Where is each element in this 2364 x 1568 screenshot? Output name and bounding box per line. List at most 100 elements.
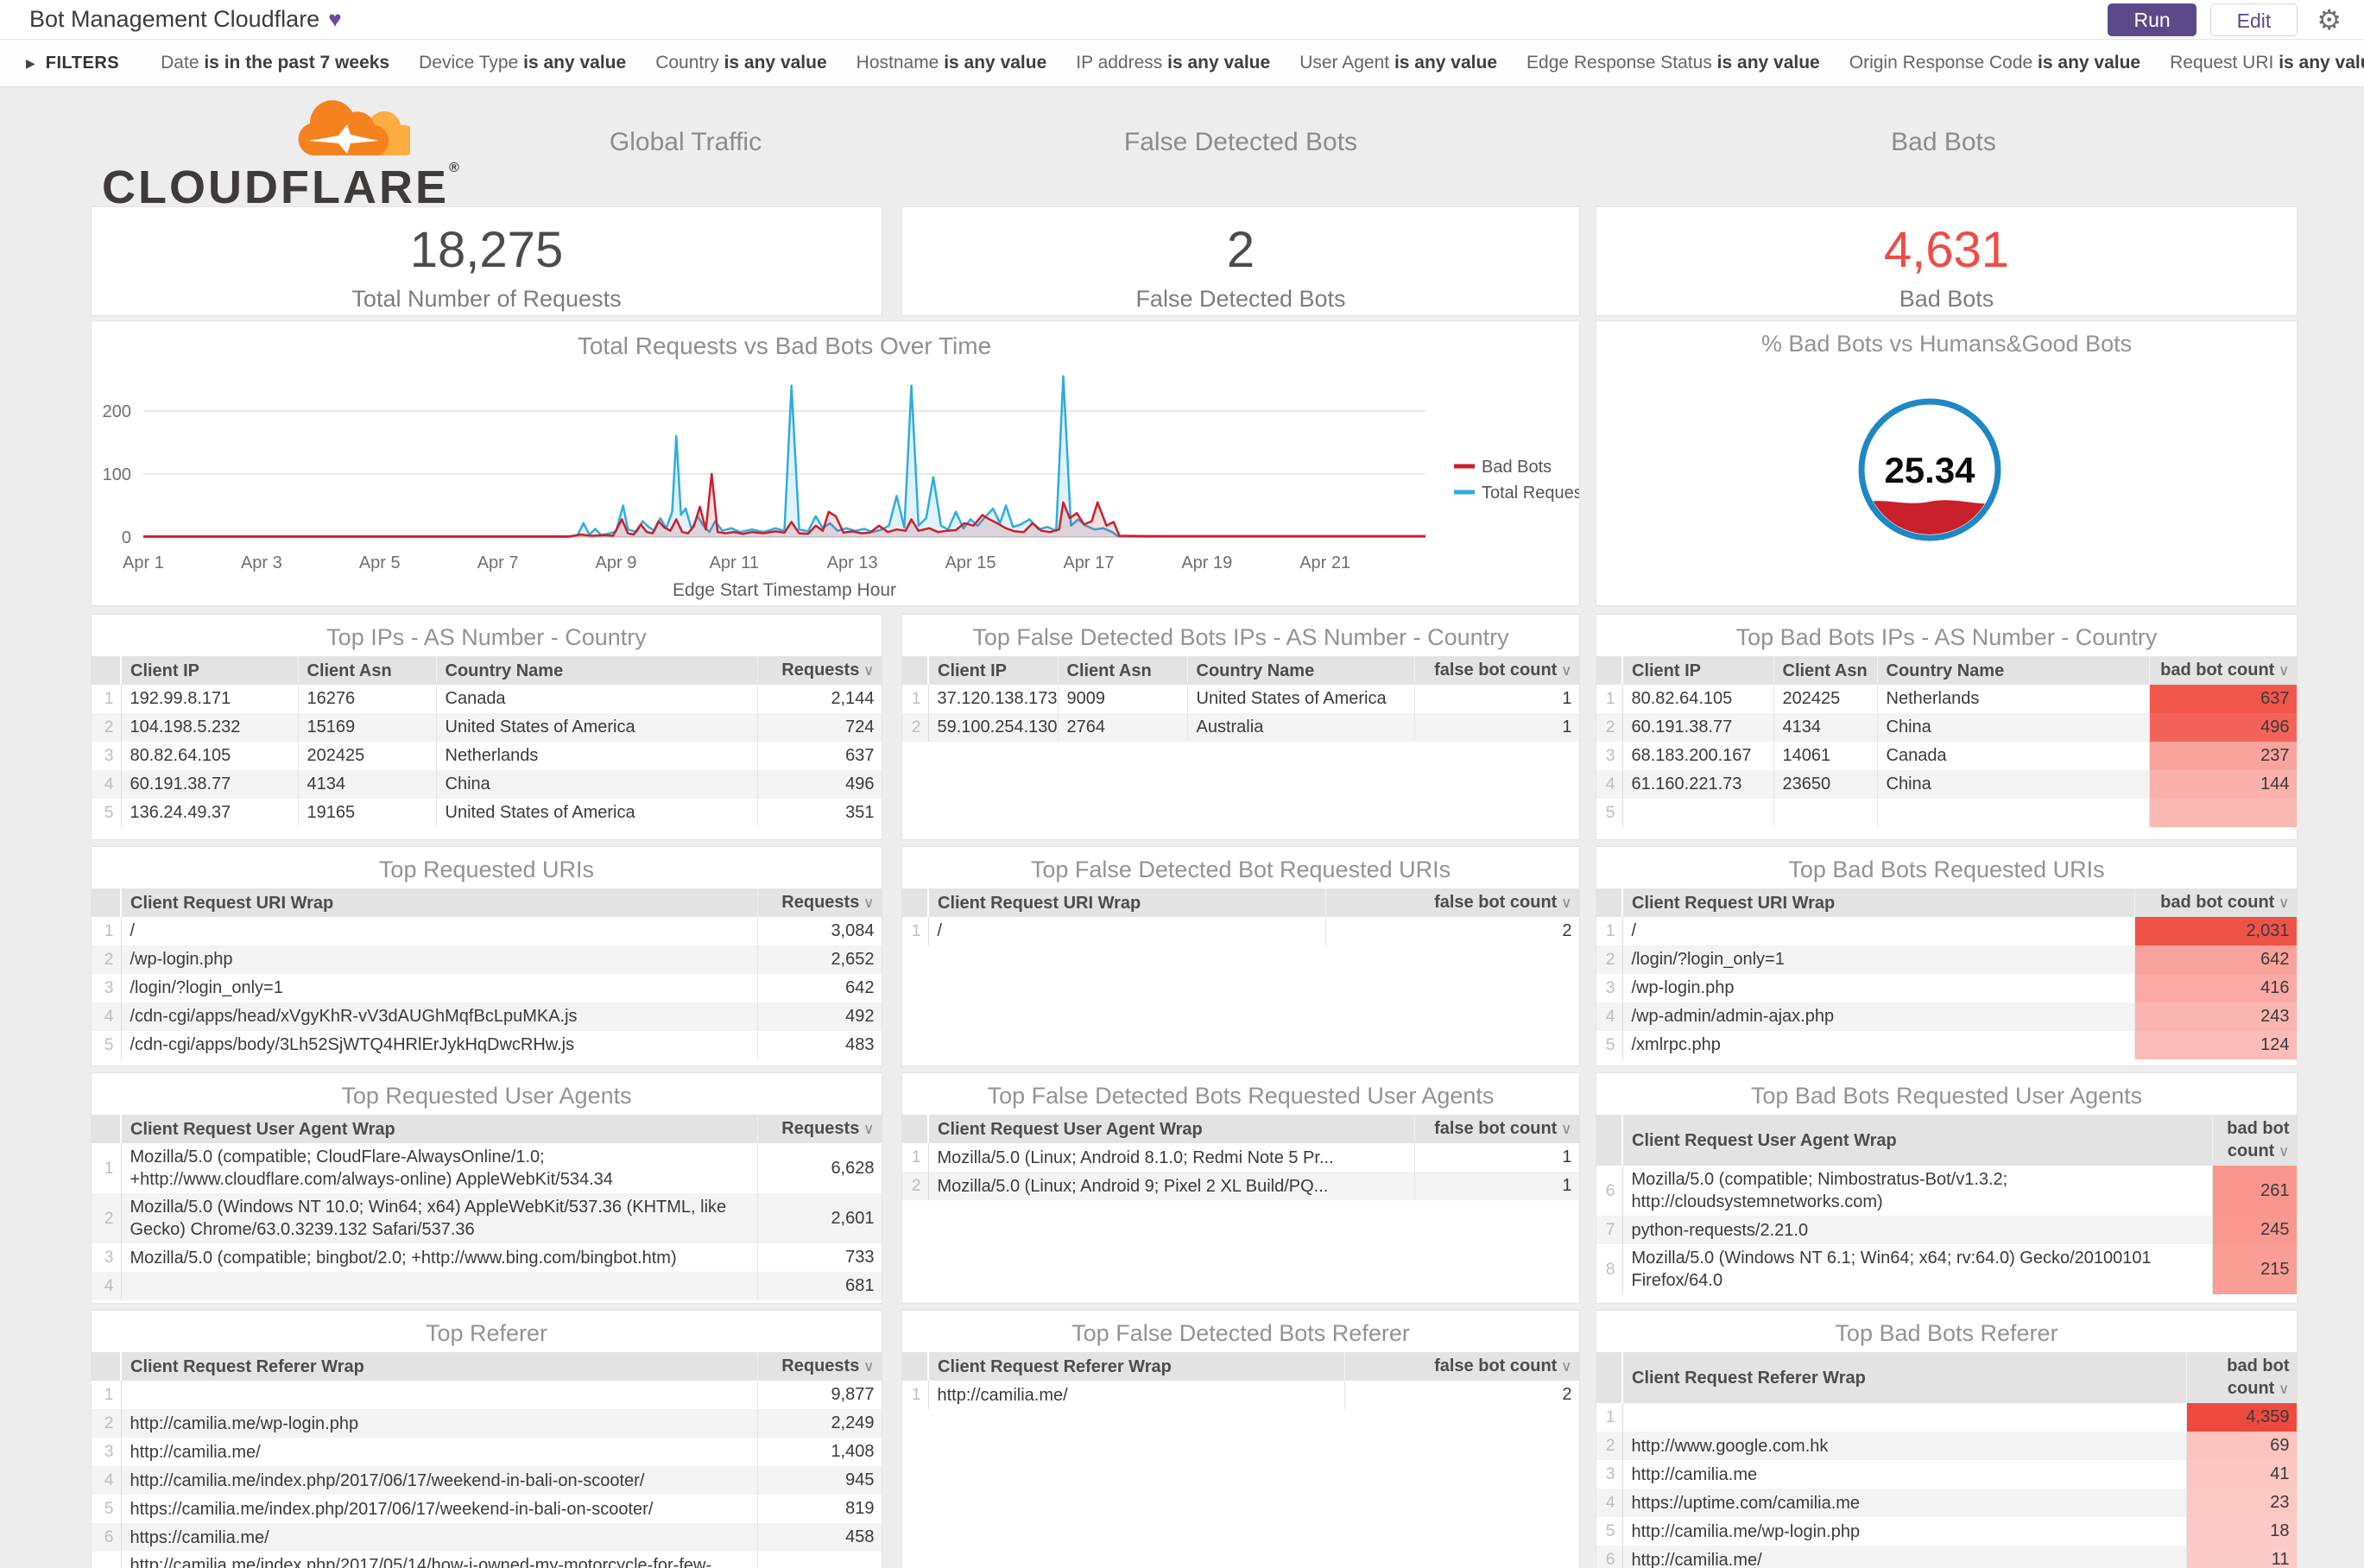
column-header[interactable]: false bot count ∨ [1325,888,1579,917]
cell[interactable]: 41 [2186,1460,2297,1489]
cell[interactable]: python-requests/2.21.0 [1622,1216,2213,1244]
column-header[interactable]: bad bot count ∨ [2186,1352,2297,1403]
cell[interactable]: /wp-login.php [121,945,758,974]
cell[interactable]: Canada [436,685,758,713]
cell[interactable]: 104.198.5.232 [121,713,299,742]
bad-bots-gauge[interactable]: 25.34 [1596,363,2297,604]
cell[interactable]: 202425 [298,742,437,770]
cell[interactable]: 69 [2186,1432,2297,1460]
legend-item-bad-bots[interactable]: Bad Bots [1454,458,1552,477]
cell[interactable]: United States of America [436,799,758,827]
cell[interactable]: China [1877,770,2150,799]
cell[interactable]: 492 [757,1002,882,1031]
cell[interactable]: 261 [2212,1166,2297,1216]
edit-button[interactable]: Edit [2209,3,2298,36]
cell[interactable]: https://uptime.com/camilia.me [1622,1489,2187,1517]
cell[interactable]: Mozilla/5.0 (Windows NT 10.0; Win64; x64… [121,1193,758,1243]
filter-item[interactable]: Request URI is any value [2170,53,2364,73]
cell[interactable]: 23650 [1773,770,1878,799]
column-header[interactable]: Requests ∨ [757,1115,882,1143]
cell[interactable]: China [1877,713,2150,742]
cell[interactable]: 6,628 [757,1143,882,1193]
cell[interactable]: http://camilia.me/wp-login.php [1622,1517,2187,1546]
cell[interactable]: /cdn-cgi/apps/body/3Lh52SjWTQ4HRlErJykHq… [121,1031,758,1059]
cell[interactable]: /xmlrpc.php [1622,1031,2135,1059]
cell[interactable]: 237 [2149,742,2297,770]
cell[interactable]: 136.24.49.37 [121,799,299,827]
cell[interactable]: 215 [2212,1244,2297,1294]
cell[interactable]: 59.100.254.130 [928,713,1059,742]
cell[interactable]: 458 [757,1523,882,1552]
cell[interactable]: 496 [2149,713,2297,742]
legend-item-total-requests[interactable]: Total Requests [1454,484,1579,503]
cell[interactable]: 11 [2186,1546,2297,1568]
expand-filters-icon[interactable]: ▶ [26,55,35,70]
filter-item[interactable]: IP address is any value [1076,53,1270,73]
cell[interactable]: 124 [2134,1031,2297,1059]
filter-item[interactable]: Edge Response Status is any value [1526,53,1820,73]
cell[interactable]: 724 [757,713,882,742]
cell[interactable]: 2,601 [757,1193,882,1243]
cell[interactable]: / [1622,917,2135,945]
filter-item[interactable]: Date is in the past 7 weeks [161,53,389,73]
cell[interactable]: Mozilla/5.0 (compatible; Nimbostratus-Bo… [1622,1166,2213,1216]
cell[interactable]: 202425 [1773,685,1878,713]
cell[interactable]: http://camilia.me/ [1622,1546,2187,1568]
cell[interactable]: 2,144 [757,685,882,713]
cell[interactable]: http://camilia.me [1622,1460,2187,1489]
cell[interactable]: 2,031 [2134,917,2297,945]
cell[interactable]: http://camilia.me/wp-login.php [121,1409,758,1438]
cell[interactable]: 4,359 [2186,1403,2297,1432]
cell[interactable]: 80.82.64.105 [1622,685,1774,713]
cell[interactable]: 68.183.200.167 [1622,742,1774,770]
filter-item[interactable]: User Agent is any value [1299,53,1497,73]
run-button[interactable]: Run [2108,3,2196,36]
cell[interactable]: /wp-login.php [1622,974,2135,1002]
cell[interactable]: 23 [2186,1489,2297,1517]
cell[interactable]: 19165 [298,799,437,827]
cell[interactable]: http://camilia.me/index.php/2017/05/14/h… [121,1552,758,1568]
cell[interactable]: 637 [2149,685,2297,713]
cell[interactable]: Australia [1187,713,1415,742]
cell[interactable]: China [436,770,758,799]
gear-icon[interactable]: ⚙ [2317,3,2342,35]
cell[interactable] [1773,799,1878,827]
column-header[interactable]: bad bot count ∨ [2212,1115,2297,1166]
column-header[interactable]: Requests ∨ [757,1352,882,1381]
cell[interactable]: 14061 [1773,742,1878,770]
cell[interactable]: 60.191.38.77 [121,770,299,799]
cell[interactable] [121,1381,758,1409]
cell[interactable]: 284 [757,1552,882,1568]
cell[interactable]: 1 [1414,1172,1579,1200]
cell[interactable]: /login/?login_only=1 [1622,945,2135,974]
cell[interactable]: Mozilla/5.0 (Linux; Android 9; Pixel 2 X… [928,1172,1415,1200]
cell[interactable] [1877,799,2150,827]
cell[interactable] [1622,1403,2187,1432]
cell[interactable]: 9,877 [757,1381,882,1409]
cell[interactable]: 3,084 [757,917,882,945]
cell[interactable]: / [928,917,1326,945]
cell[interactable]: /login/?login_only=1 [121,974,758,1002]
column-header[interactable]: Requests ∨ [757,656,882,685]
cell[interactable]: 192.99.8.171 [121,685,299,713]
cell[interactable]: 60.191.38.77 [1622,713,1774,742]
column-header[interactable]: false bot count ∨ [1344,1352,1579,1381]
filter-item[interactable]: Hostname is any value [856,53,1047,73]
cell[interactable]: Mozilla/5.0 (Linux; Android 8.1.0; Redmi… [928,1143,1415,1172]
cell[interactable]: 681 [757,1272,882,1300]
cell[interactable]: / [121,917,758,945]
cell[interactable]: 2 [1344,1381,1579,1409]
cell[interactable]: Mozilla/5.0 (Windows NT 6.1; Win64; x64;… [1622,1244,2213,1294]
cell[interactable]: 2764 [1058,713,1188,742]
cell[interactable]: http://camilia.me/ [928,1381,1345,1409]
cell[interactable]: 37.120.138.173 [928,685,1059,713]
cell[interactable]: 80.82.64.105 [121,742,299,770]
cell[interactable]: http://camilia.me/ [121,1438,758,1466]
cell[interactable]: Canada [1877,742,2150,770]
cell[interactable]: 9009 [1058,685,1188,713]
cell[interactable]: 2,652 [757,945,882,974]
cell[interactable]: http://www.google.com.hk [1622,1432,2187,1460]
cell[interactable]: 2 [1325,917,1579,945]
cell[interactable]: Netherlands [1877,685,2150,713]
cell[interactable]: Mozilla/5.0 (compatible; CloudFlare-Alwa… [121,1143,758,1193]
